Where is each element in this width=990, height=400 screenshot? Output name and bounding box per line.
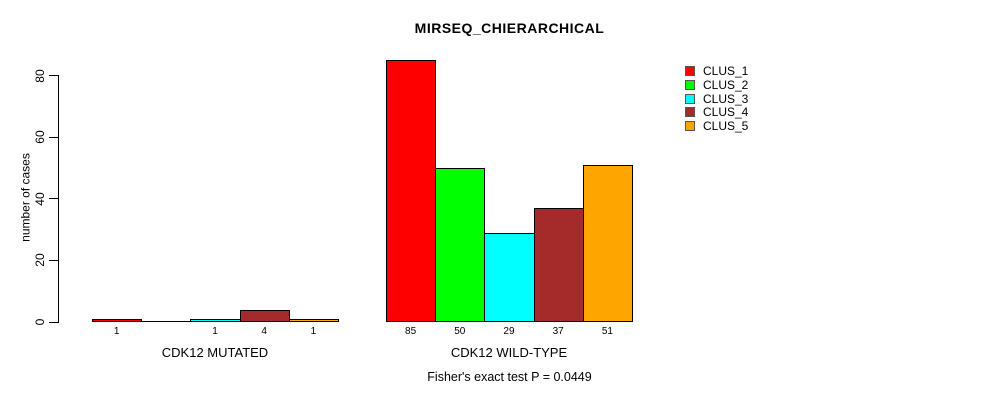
legend-swatch [685, 93, 695, 104]
legend-swatch [685, 66, 695, 76]
legend-label: CLUS_1 [703, 64, 749, 78]
y-tick-label: 60 [33, 130, 47, 144]
bar [582, 165, 633, 322]
legend-label: CLUS_4 [703, 105, 749, 120]
y-axis-tick [49, 321, 58, 323]
legend-row: CLUS_2 [685, 79, 748, 91]
bar-value-label: 85 [405, 326, 417, 337]
y-axis-tick [49, 259, 58, 261]
y-axis-tick [49, 75, 58, 77]
legend-row: CLUS_5 [685, 120, 748, 132]
bar [190, 319, 241, 322]
y-axis-label: number of cases [18, 153, 33, 242]
bar [484, 233, 535, 322]
zero-bar-line [141, 321, 192, 322]
bar-value-label: 37 [552, 326, 564, 337]
legend-row: CLUS_4 [685, 106, 748, 118]
bar-value-label: 1 [113, 326, 120, 337]
group-label: CDK12 MUTATED [161, 345, 269, 360]
bar-value-label: 1 [310, 326, 317, 337]
bar-value-label: 51 [601, 326, 613, 337]
y-tick-label: 20 [33, 253, 47, 268]
legend-label: CLUS_3 [703, 91, 749, 106]
bar [239, 310, 290, 322]
legend-swatch [685, 107, 695, 118]
bar [533, 208, 584, 322]
bar-value-label: 4 [261, 326, 267, 337]
chart-title: MIRSEQ_CHIERARCHICAL [414, 20, 605, 36]
caption: Fisher's exact test P = 0.0449 [427, 370, 592, 384]
y-tick-label: 80 [33, 68, 47, 83]
y-axis-line [58, 75, 59, 323]
legend-swatch [685, 79, 695, 90]
y-tick-label: 40 [33, 192, 47, 206]
y-axis-tick [49, 136, 58, 138]
y-axis-tick [49, 198, 58, 200]
legend-row: CLUS_3 [685, 93, 748, 105]
bar [288, 319, 339, 322]
bar [92, 319, 143, 322]
bar-value-label: 1 [212, 326, 218, 337]
bar [386, 60, 437, 322]
y-tick-label: 0 [33, 318, 47, 326]
bar-value-label: 29 [503, 326, 515, 337]
bar [435, 168, 486, 322]
legend-swatch [685, 121, 695, 132]
legend-label: CLUS_5 [703, 119, 749, 134]
legend-label: CLUS_2 [703, 77, 749, 92]
legend-row: CLUS_1 [685, 65, 748, 77]
bar-value-label: 50 [454, 326, 466, 337]
group-label: CDK12 WILD-TYPE [450, 345, 568, 360]
